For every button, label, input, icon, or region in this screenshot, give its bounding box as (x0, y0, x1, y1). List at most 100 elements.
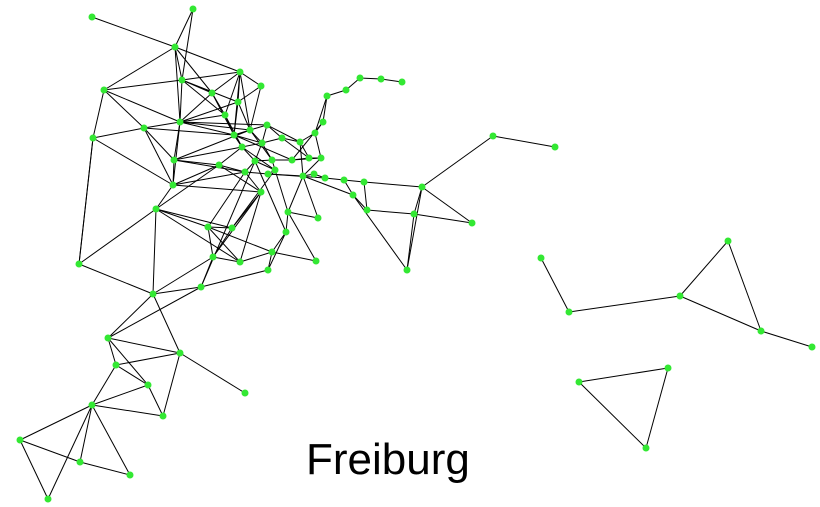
graph-node (271, 166, 279, 174)
graph-edge (679, 240, 729, 297)
graph-edge (218, 164, 262, 193)
graph-node (209, 253, 217, 261)
graph-edge (115, 364, 149, 386)
graph-node (360, 178, 368, 186)
graph-node (234, 98, 242, 106)
graph-node (236, 258, 244, 266)
graph-node (363, 206, 371, 214)
graph-node (88, 13, 96, 21)
graph-edge (179, 92, 213, 123)
graph-node (197, 283, 205, 291)
graph-edge (152, 293, 181, 354)
graph-node (257, 188, 265, 196)
graph-edge (143, 127, 235, 136)
graph-edge (302, 175, 319, 219)
graph-node (323, 92, 331, 100)
graph-node (264, 266, 272, 274)
graph-edge (291, 121, 324, 161)
graph-node (284, 208, 292, 216)
graph-edge (155, 184, 174, 210)
graph-edge (266, 124, 301, 143)
graph-edge (91, 404, 131, 476)
graph-edge (19, 439, 81, 463)
graph-node (257, 82, 265, 90)
graph-edge (91, 16, 176, 48)
graph-node (178, 76, 186, 84)
graph-node (176, 118, 184, 126)
graph-edge (162, 352, 181, 417)
graph-edge (254, 160, 287, 233)
graph-node (100, 86, 108, 94)
graph-edge (314, 95, 328, 134)
graph-node (340, 176, 348, 184)
graph-node (321, 174, 329, 182)
graph-node (189, 5, 197, 13)
graph-edge (267, 173, 326, 179)
graph-edge (287, 211, 317, 262)
graph-node (176, 349, 184, 357)
graph-edge (207, 226, 241, 263)
graph-edge (152, 256, 214, 295)
graph-node (170, 156, 178, 164)
graph-edge (174, 46, 241, 73)
graph-edge (249, 85, 262, 131)
graph-edge (47, 404, 93, 500)
graph-edge (179, 101, 239, 123)
graph-node (342, 86, 350, 94)
graph-edge (179, 121, 268, 126)
graph-edge (107, 337, 181, 354)
graph-edge (155, 208, 209, 228)
graph-node (565, 308, 573, 316)
graph-node (757, 327, 765, 335)
graph-edge (239, 71, 262, 87)
graph-edge (143, 121, 181, 129)
graph-node (258, 139, 266, 147)
graph-edge (19, 404, 93, 441)
graph-edge (380, 78, 403, 83)
graph-edge (79, 404, 93, 463)
graph-edge (152, 286, 202, 295)
graph-edge (314, 132, 322, 159)
graph-node (140, 124, 148, 132)
graph-edge (173, 159, 246, 173)
graph-edge (181, 71, 241, 81)
graph-edge (155, 208, 241, 263)
graph-edge (352, 194, 408, 271)
graph-node (312, 257, 320, 265)
graph-node (664, 364, 672, 372)
graph-node (264, 170, 272, 178)
graph-edge (271, 251, 317, 262)
graph-edge (143, 127, 175, 161)
graph-node (215, 161, 223, 169)
graph-edge (237, 101, 251, 131)
graph-node (171, 43, 179, 51)
graph-edge (207, 226, 214, 258)
graph-edge (287, 211, 319, 219)
graph-edge (207, 171, 246, 228)
graph-edge (174, 8, 194, 48)
graph-edge (179, 121, 235, 136)
graph-node (296, 138, 304, 146)
graph-edge (179, 352, 246, 394)
graph-edge (212, 191, 262, 258)
graph-node (317, 154, 325, 162)
graph-node (152, 205, 160, 213)
graph-edge (78, 137, 94, 265)
graph-node (282, 228, 290, 236)
graph-edge (181, 79, 226, 116)
graph-node (305, 154, 313, 162)
graph-edge (366, 209, 415, 215)
graph-edge (239, 71, 251, 131)
graph-edge (200, 269, 269, 288)
graph-edge (302, 157, 322, 177)
graph-edge (181, 8, 194, 81)
graph-node (76, 458, 84, 466)
graph-edge (107, 337, 149, 386)
graph-node (126, 471, 134, 479)
graph-edge (207, 226, 233, 229)
graph-node (724, 237, 732, 245)
graph-edge (79, 461, 131, 476)
graph-edge (103, 89, 181, 123)
graph-edge (237, 85, 262, 103)
graph-node (537, 254, 545, 262)
